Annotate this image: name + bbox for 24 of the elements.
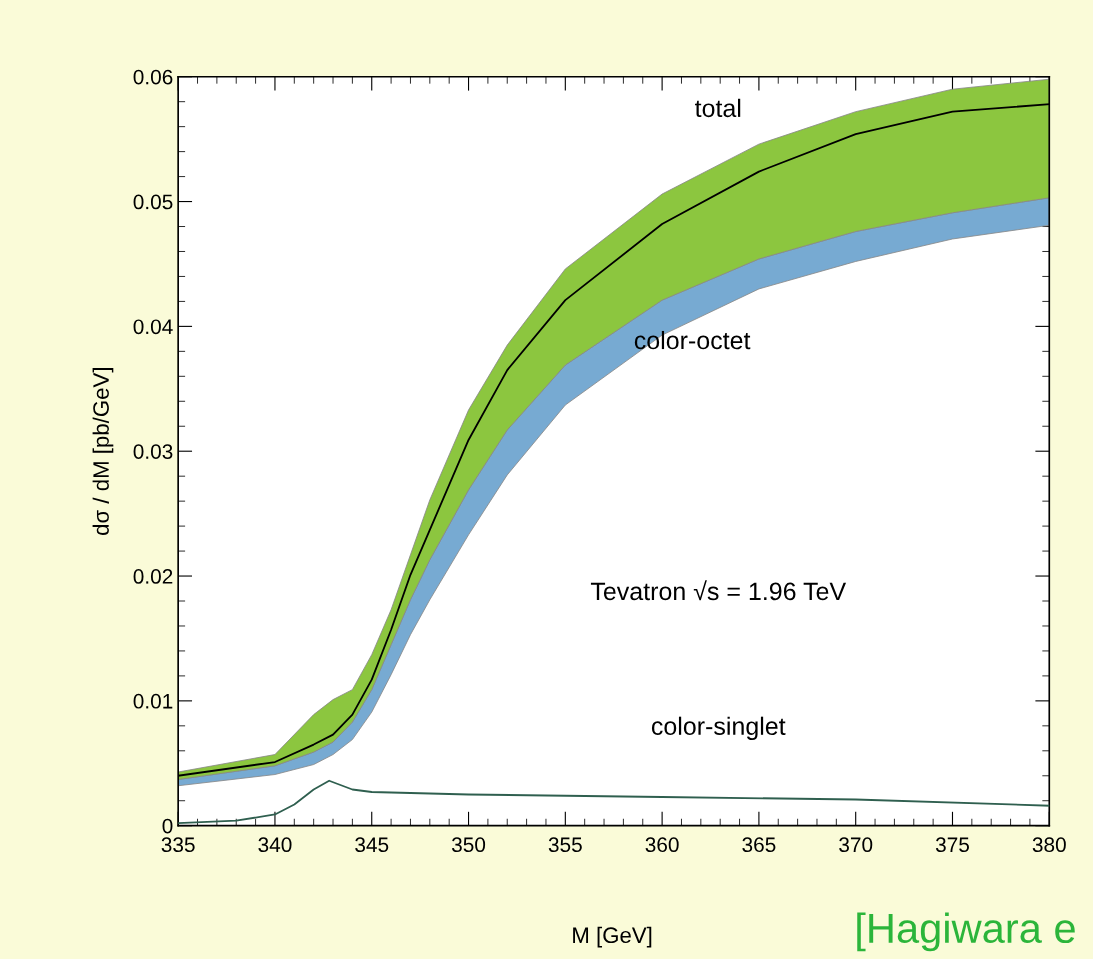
annotation: color-octet [634, 330, 751, 350]
y-axis-title: dσ / dM [pb/GeV] [92, 368, 114, 535]
y-tick-label: 0 [162, 818, 173, 834]
annotation: Tevatron √s = 1.96 TeV [590, 580, 847, 601]
x-tick-label: 355 [548, 837, 582, 853]
x-tick-label: 365 [742, 837, 776, 853]
annotation: color-singlet [651, 716, 786, 740]
x-tick-label: 370 [839, 837, 873, 853]
x-tick-label: 360 [645, 837, 679, 853]
x-tick-label: 335 [161, 837, 195, 853]
y-tick-label: 0.01 [133, 693, 173, 709]
x-tick-label: 345 [355, 837, 389, 853]
y-tick-label: 0.04 [133, 319, 173, 335]
x-tick-label: 375 [935, 837, 969, 853]
y-tick-label: 0.03 [133, 444, 173, 459]
y-tick-label: 0.02 [133, 569, 173, 584]
annotation: total [695, 98, 741, 118]
x-tick-label: 380 [1032, 837, 1066, 853]
x-axis-title: M [GeV] [573, 926, 652, 948]
y-tick-label: 0.06 [133, 69, 173, 85]
text: [Hagiwara e [857, 912, 1075, 952]
x-tick-label: 340 [258, 837, 292, 853]
y-tick-label: 0.05 [133, 194, 173, 210]
x-tick-label: 350 [451, 837, 486, 853]
